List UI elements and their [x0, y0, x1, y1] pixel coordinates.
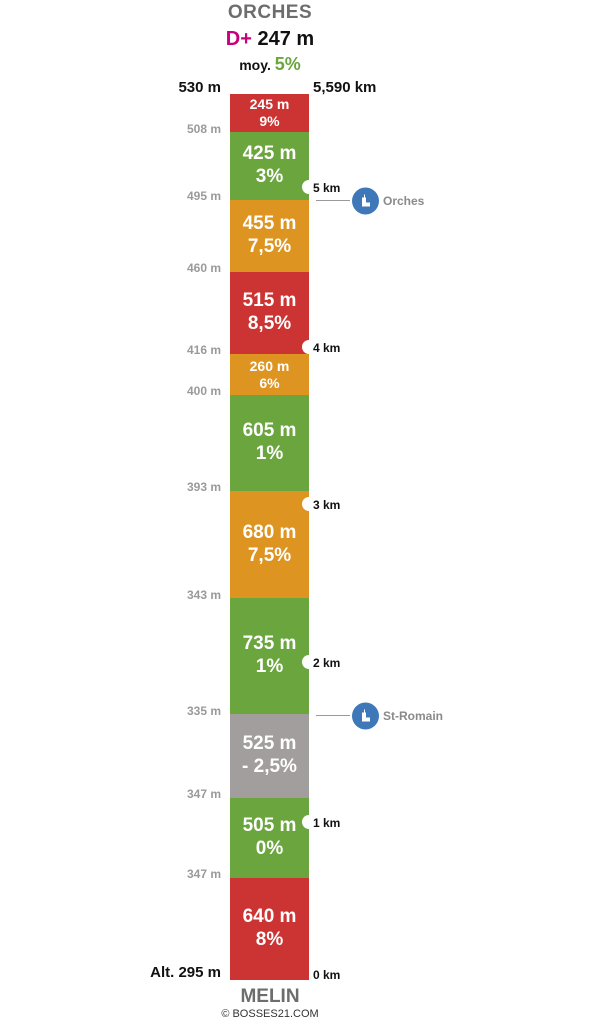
- altitude-label: 347 m: [186, 867, 221, 881]
- segment: 505 m 0%: [230, 798, 309, 878]
- poi-label: Orches: [383, 194, 425, 208]
- km-label: 1 km: [313, 816, 341, 830]
- poi-leader-line: [316, 715, 350, 716]
- segment-grade: 3%: [255, 166, 284, 187]
- segment: 245 m 9%: [230, 94, 309, 132]
- altitude-label: 508 m: [186, 122, 221, 136]
- segment: 260 m 6%: [230, 354, 309, 395]
- poi-leader-line: [316, 200, 350, 201]
- segment-grade: 6%: [259, 374, 280, 391]
- segment-grade: 0%: [255, 838, 284, 859]
- church-icon-glyph: [362, 709, 370, 722]
- segment: 640 m 8%: [230, 878, 309, 980]
- segment-grade: 8,5%: [247, 313, 292, 334]
- total-distance: 5,590 km: [313, 79, 377, 96]
- church-icon-glyph: [362, 194, 370, 207]
- altitude-label: 460 m: [186, 261, 221, 275]
- altitude-label: 495 m: [186, 189, 221, 203]
- segment: 515 m 8,5%: [230, 272, 309, 354]
- segment: 680 m 7,5%: [230, 491, 309, 598]
- km-label: 4 km: [313, 341, 341, 355]
- segment-grade: 1%: [255, 656, 284, 677]
- segment-length: 605 m: [242, 420, 297, 442]
- segment-length: 525 m: [242, 733, 297, 755]
- segment-grade: - 2,5%: [242, 756, 297, 777]
- segment-length: 455 m: [242, 213, 297, 235]
- segment: 735 m 1%: [230, 598, 309, 714]
- segment-length: 260 m: [249, 357, 290, 374]
- segment-grade: 7,5%: [247, 236, 292, 257]
- altitude-label: 400 m: [186, 384, 221, 398]
- km-label: 5 km: [313, 181, 341, 195]
- segment: 455 m 7,5%: [230, 200, 309, 272]
- segment-length: 515 m: [242, 290, 297, 312]
- church-icon: [352, 187, 379, 215]
- segment-grade: 8%: [255, 929, 284, 950]
- average-grade: moy. 5%: [0, 54, 540, 75]
- altitude-label: 393 m: [186, 480, 221, 494]
- segment: 525 m - 2,5%: [230, 714, 309, 798]
- credit-text: © BOSSES21.COM: [221, 1008, 319, 1020]
- top-altitude: 530 m: [178, 79, 221, 96]
- km-label: 2 km: [313, 656, 341, 670]
- average-grade-value: 5%: [274, 54, 301, 74]
- church-icon: [352, 702, 379, 730]
- altitude-label: 416 m: [186, 343, 221, 357]
- segment-length: 680 m: [242, 521, 297, 543]
- start-location: MELIN: [240, 986, 300, 1007]
- km-marker: [302, 655, 316, 669]
- altitude-label: 343 m: [186, 588, 221, 602]
- segment: 605 m 1%: [230, 395, 309, 491]
- segment-grade: 1%: [255, 443, 284, 464]
- altitude-label: 335 m: [186, 704, 221, 718]
- poi-label: St-Romain: [383, 709, 443, 723]
- km-marker: [302, 340, 316, 354]
- km-marker: [302, 497, 316, 511]
- segment-grade: 7,5%: [247, 544, 292, 566]
- segment: 425 m 3%: [230, 132, 309, 200]
- segment-length: 245 m: [249, 96, 290, 113]
- climb-title: ORCHES: [227, 2, 313, 23]
- segment-length: 735 m: [242, 633, 297, 655]
- km-label: 3 km: [313, 498, 341, 512]
- altitude-label: 347 m: [186, 787, 221, 801]
- average-grade-label: moy.: [239, 57, 271, 73]
- segment-length: 505 m: [242, 815, 297, 837]
- elevation-gain-label: D+: [225, 28, 252, 50]
- segment-length: 640 m: [242, 906, 297, 928]
- km-marker: [302, 180, 316, 194]
- bottom-altitude: Alt. 295 m: [150, 964, 221, 981]
- elevation-gain: D+ 247 m: [0, 28, 540, 51]
- segment-grade: 9%: [259, 113, 280, 129]
- elevation-gain-value: 247 m: [257, 28, 315, 50]
- segment-length: 425 m: [242, 143, 297, 165]
- km-marker: [302, 815, 316, 829]
- km-label: 0 km: [313, 968, 341, 982]
